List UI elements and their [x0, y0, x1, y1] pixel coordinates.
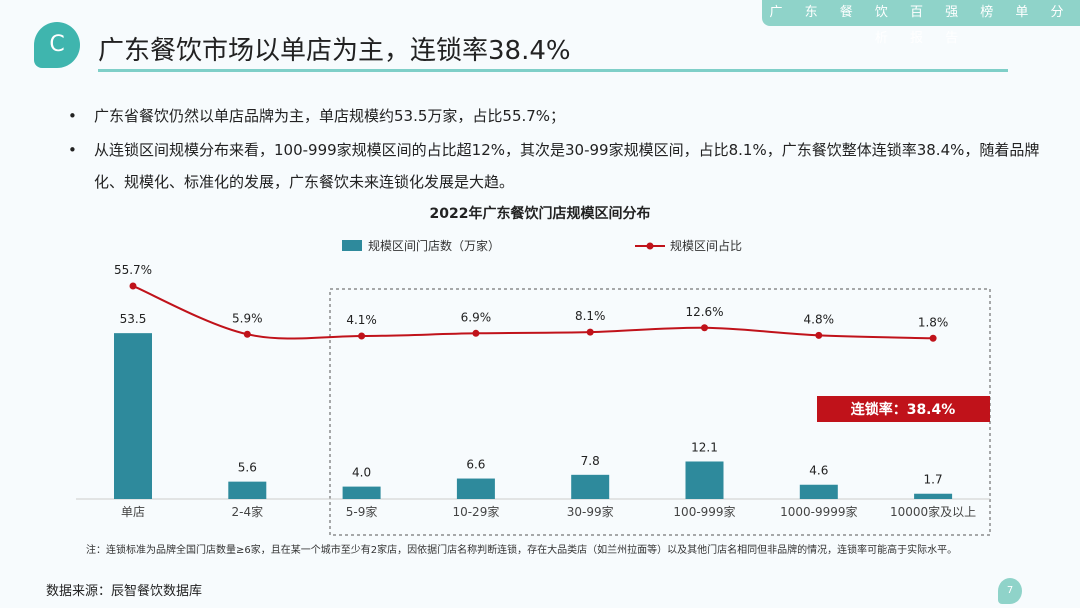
- bar-4: [571, 474, 610, 499]
- line-label-7: 1.8%: [918, 315, 949, 329]
- x-tick-7: 10000家及以上: [890, 504, 976, 519]
- line-label-2: 4.1%: [346, 313, 377, 327]
- share-line: [132, 285, 934, 340]
- logo-icon: C: [34, 22, 80, 68]
- bar-5: [685, 461, 724, 499]
- legend-line-marker: [646, 242, 654, 250]
- bar-1: [228, 481, 267, 499]
- x-tick-6: 1000-9999家: [780, 504, 857, 519]
- x-tick-3: 10-29家: [452, 504, 499, 519]
- page-number: 7: [998, 578, 1022, 604]
- chain-rate-label: 连锁率：38.4%: [851, 401, 956, 418]
- bar-label-4: 7.8: [581, 454, 600, 468]
- bar-2: [342, 486, 381, 499]
- line-point-3: [472, 329, 480, 337]
- bar-label-6: 4.6: [809, 464, 828, 478]
- data-source: 数据来源：辰智餐饮数据库: [46, 584, 203, 599]
- line-point-2: [358, 332, 366, 340]
- x-tick-4: 30-99家: [567, 504, 614, 519]
- legend-bar-label: 规模区间门店数（万家）: [368, 238, 500, 253]
- bar-7: [914, 493, 953, 499]
- chain-rate-box: [817, 396, 990, 422]
- line-point-7: [929, 334, 937, 342]
- bar-3: [456, 478, 495, 499]
- report-tag: 广 东 餐 饮 百 强 榜 单 分 析 报 告: [762, 0, 1080, 46]
- line-label-3: 6.9%: [461, 310, 492, 324]
- x-tick-5: 100-999家: [673, 504, 735, 519]
- bar-label-2: 4.0: [352, 466, 371, 480]
- bar-label-7: 1.7: [924, 473, 943, 487]
- line-label-6: 4.8%: [804, 312, 835, 326]
- line-label-0: 55.7%: [114, 263, 152, 277]
- bar-label-5: 12.1: [691, 440, 718, 454]
- line-point-1: [243, 330, 251, 338]
- bar-0: [114, 333, 152, 499]
- x-tick-2: 5-9家: [346, 504, 378, 519]
- line-point-4: [586, 328, 594, 336]
- line-label-5: 12.6%: [685, 305, 723, 319]
- page-title: 广东餐饮市场以单店为主，连锁率38.4%: [98, 36, 571, 66]
- x-tick-1: 2-4家: [231, 504, 263, 519]
- x-tick-0: 单店: [121, 505, 145, 519]
- title-rule: [98, 69, 1008, 72]
- line-point-5: [701, 324, 708, 332]
- line-label-1: 5.9%: [232, 311, 263, 325]
- line-point-6: [815, 331, 823, 339]
- legend-bar-swatch: [342, 240, 362, 251]
- bar-6: [799, 484, 838, 499]
- line-point-0: [129, 282, 137, 290]
- bar-label-0: 53.5: [120, 312, 147, 326]
- chart-title: 2022年广东餐饮门店规模区间分布: [430, 205, 651, 222]
- footnote: 注：连锁标准为品牌全国门店数量≥6家，且在某一个城市至少有2家店，因依据门店名称…: [86, 545, 958, 556]
- bar-label-3: 6.6: [466, 458, 485, 472]
- bar-label-1: 5.6: [238, 461, 257, 475]
- legend-line-label: 规模区间占比: [670, 238, 742, 253]
- line-label-4: 8.1%: [575, 309, 606, 323]
